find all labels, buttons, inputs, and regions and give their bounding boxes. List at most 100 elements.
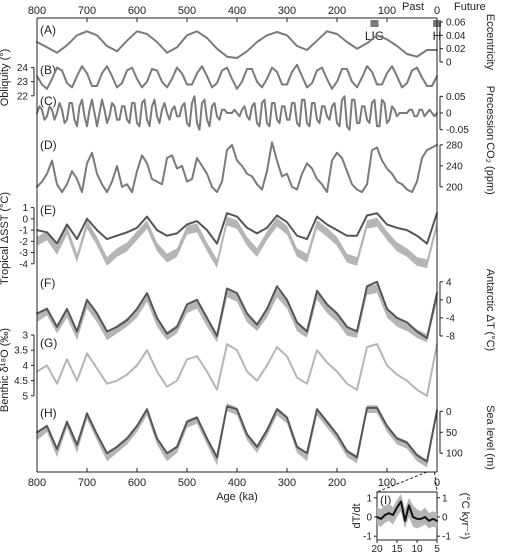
series-band (37, 284, 437, 343)
panel-label: (B) (40, 63, 56, 77)
panel-G: (G) 3 3.5 4 4.5 5 Benthic δ¹⁸O (‰) (0, 328, 438, 412)
top-x-tick-label: 400 (228, 5, 246, 17)
y-tick-label: 0 (446, 295, 452, 306)
y-tick-label: 4.5 (14, 376, 28, 387)
bottom-x-tick-label: 300 (278, 477, 296, 489)
top-x-tick-label: 500 (178, 5, 196, 17)
y-tick-label: -0.05 (446, 125, 469, 136)
series-line (36, 405, 438, 463)
y-tick-label: 22 (17, 91, 29, 102)
y-tick-label: 4 (446, 277, 452, 288)
inset-y-tick-label-left: 1 (366, 493, 372, 504)
series-line (36, 212, 438, 245)
top-x-tick-label: 800 (28, 5, 46, 17)
top-x-tick-label: 100 (378, 5, 396, 17)
panel-label: (D) (40, 138, 57, 152)
event-marker-label: LIG (365, 29, 384, 43)
top-x-tick-label: 300 (278, 5, 296, 17)
y-tick-label: 0 (446, 109, 452, 120)
y-axis-title: Eccentricity (484, 14, 496, 71)
series-line (36, 95, 438, 131)
y-tick-label: 5 (22, 391, 28, 402)
y-tick-label: 4 (22, 361, 28, 372)
bottom-x-tick-label: 0 (434, 477, 440, 489)
y-tick-label: 50 (446, 428, 458, 439)
inset-x-tick-label: 20 (371, 544, 383, 553)
y-tick-label: 0.06 (446, 18, 466, 29)
panel-label: (H) (40, 406, 57, 420)
y-axis-title: Antarctic ΔT (°C) (484, 269, 496, 351)
panel-label: (A) (40, 23, 56, 37)
bottom-x-tick-label: 400 (228, 477, 246, 489)
bottom-x-tick-label: 200 (328, 477, 346, 489)
panel-label: (E) (40, 203, 56, 217)
y-axis-title: Sea level (m) (484, 405, 496, 470)
inset-x-tick-label: 15 (391, 544, 403, 553)
y-tick-label: -3 (19, 248, 28, 259)
y-tick-label: -1 (19, 226, 28, 237)
panel-C: (C) -0.05 0 0.05 Precession (36, 86, 496, 140)
y-tick-label: 100 (446, 449, 463, 460)
y-tick-label: 3.5 (14, 346, 28, 357)
bottom-x-tick-label: 600 (128, 477, 146, 489)
inset-label: (I) (380, 493, 391, 507)
top-x-tick-label: 0 (434, 5, 440, 17)
future-label: Future (454, 1, 486, 13)
y-tick-label: -4 (19, 259, 28, 270)
panels: (A) 0 0.02 0.04 0.06 Eccentricity (B) 22 23 24 Obl… (0, 14, 496, 470)
inset-y-tick-label-right: -1 (442, 532, 451, 543)
bottom-x-axis: 800 700 600 500 400 300 200 100 0 (28, 18, 440, 489)
event-marker-square (370, 20, 379, 27)
panel-label: (C) (40, 94, 57, 108)
series-line (36, 141, 438, 194)
x-axis-title: Age (ka) (216, 491, 258, 503)
y-tick-label: 0.05 (446, 92, 466, 103)
bottom-x-tick-label: 500 (178, 477, 196, 489)
y-tick-label: 200 (446, 182, 463, 193)
y-axis-title: Benthic δ¹⁸O (‰) (0, 328, 11, 412)
y-tick-label: 0.02 (446, 44, 466, 55)
y-tick-label: 1 (22, 203, 28, 214)
series-line (36, 280, 438, 340)
y-tick-label: -4 (446, 313, 455, 324)
y-tick-label: 280 (446, 140, 463, 151)
series-line (36, 343, 438, 397)
inset-x-tick-label: 5 (434, 544, 440, 553)
series-line (36, 30, 438, 59)
inset-y-tick-label-left: -1 (363, 532, 372, 543)
panel-E: (E) -4-3-2-101 Tropical ΔSST (°C) (0, 192, 438, 285)
top-x-tick-label: 700 (78, 5, 96, 17)
y-tick-label: 0 (446, 407, 452, 418)
zoom-line-right (434, 471, 438, 493)
inset-series-line (376, 500, 438, 522)
bottom-x-tick-label: 100 (378, 477, 396, 489)
y-tick-label: 24 (17, 63, 29, 74)
y-tick-label: -8 (446, 331, 455, 342)
y-tick-label: 0.04 (446, 31, 466, 42)
y-axis-title: Obliquity (°) (0, 49, 11, 107)
inset-x-tick-label: 10 (411, 544, 423, 553)
inset-panel: (I)20 15 10 5-1 -10 01 1dT/dt (°C kyr⁻¹) (351, 471, 471, 553)
y-tick-label: 0 (22, 214, 28, 225)
panel-A: (A) 0 0.02 0.04 0.06 Eccentricity (36, 14, 496, 71)
top-x-tick-label: 600 (128, 5, 146, 17)
inset-y-tick-label-right: 0 (442, 512, 448, 523)
top-x-tick-label: 200 (328, 5, 346, 17)
inset-y-tick-label-left: 0 (366, 512, 372, 523)
bottom-x-tick-label: 800 (28, 477, 46, 489)
y-tick-label: 23 (17, 77, 29, 88)
series-band (37, 216, 437, 269)
inset-y-tick-label-right: 1 (442, 493, 448, 504)
zoom-line-left (376, 471, 428, 493)
y-axis-title: Precession (484, 86, 496, 140)
inset-y-axis-units: (°C kyr⁻¹) (459, 493, 471, 540)
panel-B: (B) 22 23 24 Obliquity (°) (0, 49, 438, 107)
panel-label: (G) (40, 336, 57, 350)
panel-label: (F) (40, 276, 55, 290)
y-axis-title: CO₂ (ppm) (484, 142, 496, 195)
y-tick-label: -2 (19, 237, 28, 248)
past-label: Past (402, 1, 424, 13)
panel-D: (D) 200 240 280 CO₂ (ppm) (36, 138, 496, 195)
inset-y-axis-title: dT/dt (351, 503, 363, 528)
